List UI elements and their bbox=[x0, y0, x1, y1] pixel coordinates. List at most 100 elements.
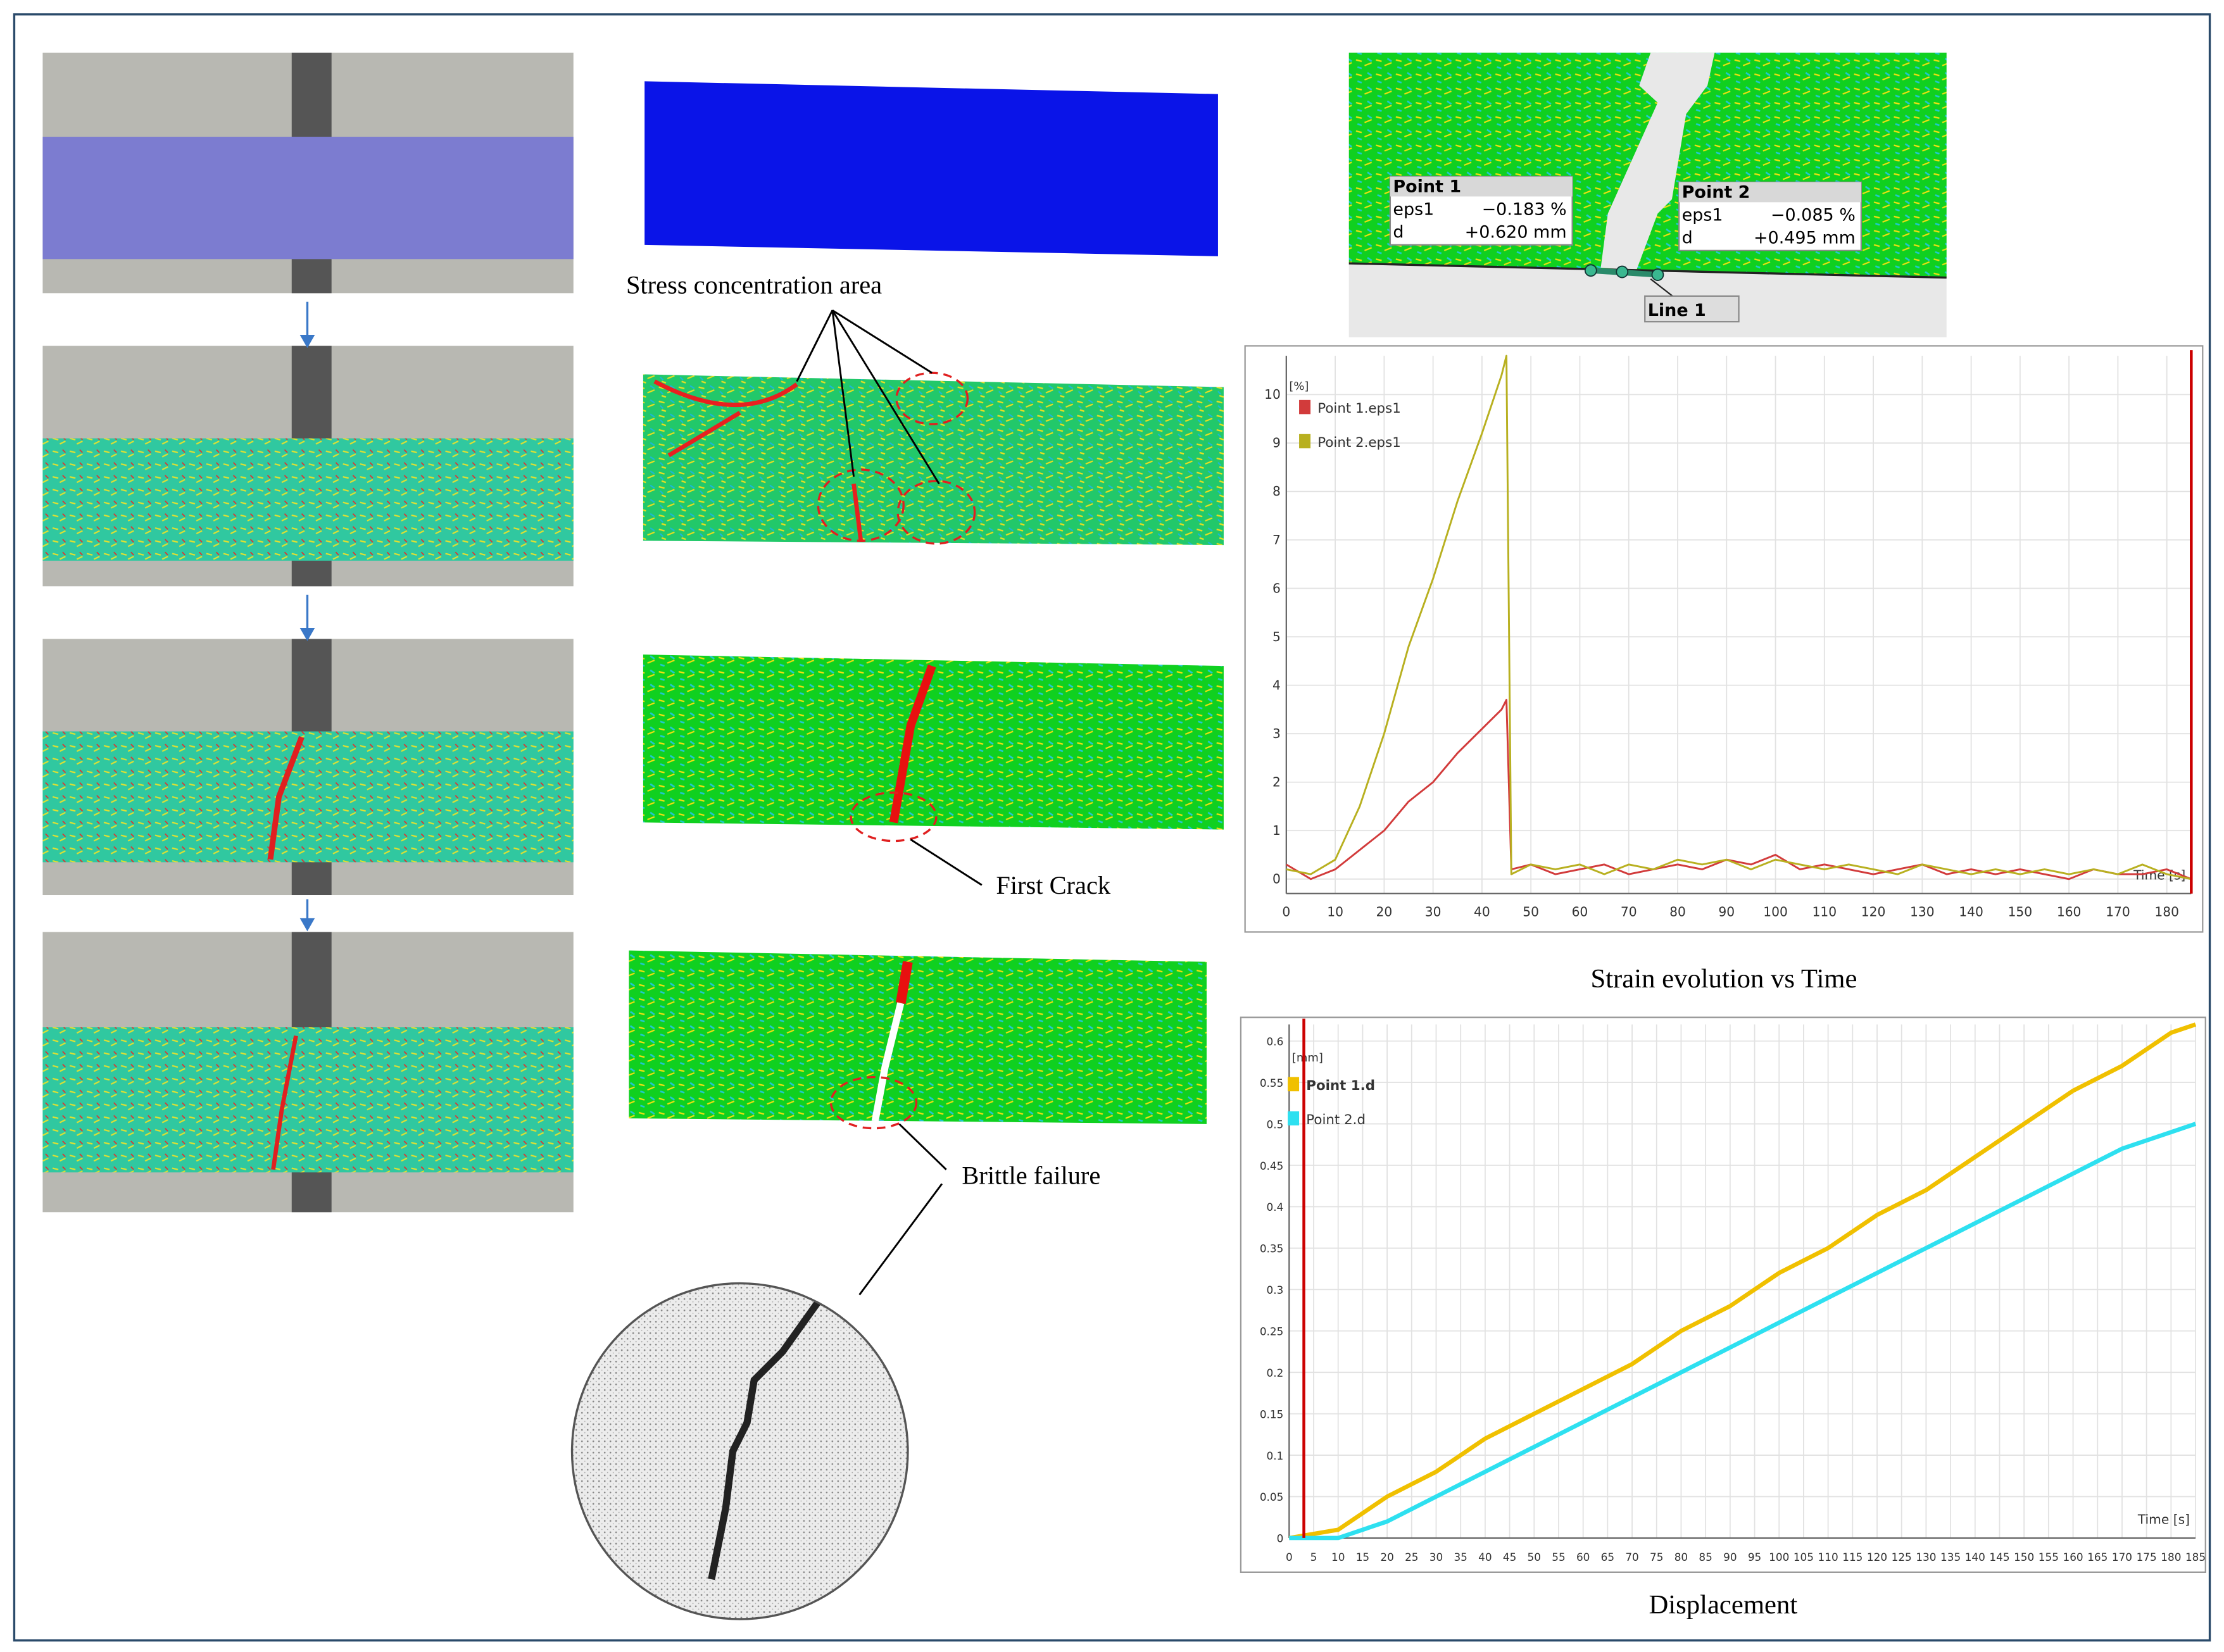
y-tick-label: 0.35 bbox=[1260, 1242, 1284, 1255]
y-tick-label: 0.55 bbox=[1260, 1077, 1284, 1089]
y-tick-label: 0.25 bbox=[1260, 1325, 1284, 1337]
legend-swatch bbox=[1299, 434, 1311, 449]
chart-title: Displacement bbox=[1649, 1590, 1797, 1620]
x-tick-label: 170 bbox=[2112, 1551, 2132, 1563]
x-tick-label: 35 bbox=[1454, 1551, 1467, 1563]
y-tick-label: 4 bbox=[1272, 677, 1281, 692]
x-tick-label: 110 bbox=[1812, 904, 1837, 920]
y-axis-label: [mm] bbox=[1292, 1051, 1323, 1065]
annotation: Stress concentration area bbox=[626, 270, 882, 299]
chart-frame bbox=[1244, 345, 2204, 933]
y-tick-label: 0.15 bbox=[1260, 1408, 1284, 1420]
x-tick-label: 135 bbox=[1940, 1551, 1961, 1563]
data-line bbox=[1286, 354, 2192, 880]
point-value: +0.620 mm bbox=[1465, 223, 1567, 242]
y-tick-label: 0 bbox=[1277, 1532, 1284, 1545]
x-tick-label: 20 bbox=[1380, 1551, 1393, 1563]
x-tick-label: 160 bbox=[2063, 1551, 2083, 1563]
x-tick-label: 90 bbox=[1723, 1551, 1737, 1563]
y-tick-label: 0.1 bbox=[1267, 1449, 1284, 1462]
x-tick-label: 185 bbox=[2185, 1551, 2206, 1563]
x-tick-label: 0 bbox=[1282, 904, 1290, 920]
x-tick-label: 90 bbox=[1718, 904, 1735, 920]
x-tick-label: 10 bbox=[1327, 904, 1343, 920]
legend-label: Point 1.eps1 bbox=[1317, 401, 1401, 416]
photo-column bbox=[42, 53, 574, 1213]
y-tick-label: 3 bbox=[1272, 726, 1281, 741]
x-tick-label: 40 bbox=[1478, 1551, 1492, 1563]
y-axis-label: [%] bbox=[1289, 380, 1309, 393]
x-tick-label: 125 bbox=[1892, 1551, 1912, 1563]
chart: 0 5 10 15 20 25 30 35 40 45 50 55 60 65 70 75 80 85 90 95 10… bbox=[1240, 1017, 2206, 1573]
x-tick-label: 85 bbox=[1699, 1551, 1712, 1563]
point-key: eps1 bbox=[1682, 206, 1723, 225]
x-tick-label: 30 bbox=[1425, 904, 1442, 920]
x-tick-label: 100 bbox=[1763, 904, 1788, 920]
y-tick-label: 0.4 bbox=[1267, 1201, 1284, 1213]
x-tick-label: 140 bbox=[1965, 1551, 1985, 1563]
point-title: Point 1 bbox=[1393, 177, 1461, 197]
chart: 0 10 20 30 40 50 60 70 80 90 100 110 120 130 140 150 160… bbox=[1244, 345, 2204, 933]
x-tick-label: 115 bbox=[1842, 1551, 1863, 1563]
annotation: First Crack bbox=[996, 871, 1111, 899]
x-tick-label: 80 bbox=[1669, 904, 1686, 920]
y-tick-label: 7 bbox=[1272, 532, 1281, 548]
x-tick-label: 15 bbox=[1356, 1551, 1369, 1563]
legend-label: Point 2.d bbox=[1306, 1112, 1366, 1128]
x-tick-label: 120 bbox=[1861, 904, 1886, 920]
x-tick-label: 155 bbox=[2039, 1551, 2059, 1563]
y-tick-label: 0.3 bbox=[1267, 1284, 1284, 1296]
y-tick-label: 9 bbox=[1272, 435, 1281, 451]
x-tick-label: 175 bbox=[2137, 1551, 2157, 1563]
data-line bbox=[1288, 1022, 2197, 1541]
legend-swatch bbox=[1288, 1111, 1300, 1126]
x-tick-label: 100 bbox=[1769, 1551, 1789, 1563]
line-label: Line 1 bbox=[1648, 301, 1706, 320]
point-value: +0.495 mm bbox=[1754, 228, 1856, 248]
x-tick-label: 145 bbox=[1989, 1551, 2009, 1563]
x-tick-label: 65 bbox=[1601, 1551, 1614, 1563]
dic-view: Line 1 Point 1 eps1 −0.183 % d +0.620 mm Poin… bbox=[1348, 53, 1947, 337]
x-tick-label: 120 bbox=[1867, 1551, 1887, 1563]
y-tick-label: 5 bbox=[1272, 629, 1281, 644]
y-tick-label: 6 bbox=[1272, 580, 1281, 596]
x-tick-label: 70 bbox=[1625, 1551, 1638, 1563]
x-tick-label: 95 bbox=[1748, 1551, 1761, 1563]
x-tick-label: 10 bbox=[1331, 1551, 1345, 1563]
x-tick-label: 75 bbox=[1650, 1551, 1663, 1563]
contour-column: Stress concentration area First Crack Br… bbox=[570, 81, 1224, 1620]
x-tick-label: 50 bbox=[1523, 904, 1539, 920]
y-tick-label: 10 bbox=[1264, 387, 1281, 402]
point-key: eps1 bbox=[1393, 200, 1434, 220]
point-header bbox=[1390, 176, 1573, 197]
x-tick-label: 70 bbox=[1621, 904, 1637, 920]
x-tick-label: 170 bbox=[2106, 904, 2130, 920]
point-header bbox=[1679, 182, 1861, 203]
point-value: −0.183 % bbox=[1482, 200, 1567, 220]
point-key: d bbox=[1393, 223, 1404, 242]
point-key: d bbox=[1682, 228, 1693, 248]
x-tick-label: 30 bbox=[1429, 1551, 1443, 1563]
y-tick-label: 8 bbox=[1272, 484, 1281, 499]
y-tick-label: 0.45 bbox=[1260, 1160, 1284, 1172]
data-line bbox=[1289, 1122, 2197, 1541]
x-tick-label: 180 bbox=[2154, 904, 2179, 920]
x-tick-label: 25 bbox=[1405, 1551, 1418, 1563]
y-tick-label: 0.6 bbox=[1267, 1035, 1284, 1048]
x-tick-label: 105 bbox=[1794, 1551, 1814, 1563]
x-tick-label: 60 bbox=[1576, 1551, 1590, 1563]
x-tick-label: 110 bbox=[1818, 1551, 1838, 1563]
x-tick-label: 130 bbox=[1916, 1551, 1936, 1563]
y-tick-label: 0 bbox=[1272, 872, 1281, 887]
x-tick-label: 130 bbox=[1910, 904, 1935, 920]
legend-label: Point 1.d bbox=[1306, 1078, 1375, 1094]
legend-label: Point 2.eps1 bbox=[1317, 435, 1401, 451]
x-tick-label: 50 bbox=[1528, 1551, 1541, 1563]
x-tick-label: 5 bbox=[1310, 1551, 1317, 1563]
annotation: Brittle failure bbox=[962, 1161, 1100, 1189]
x-tick-label: 40 bbox=[1474, 904, 1490, 920]
legend-swatch bbox=[1299, 399, 1311, 415]
x-axis-label: Time [s] bbox=[2137, 1511, 2190, 1527]
